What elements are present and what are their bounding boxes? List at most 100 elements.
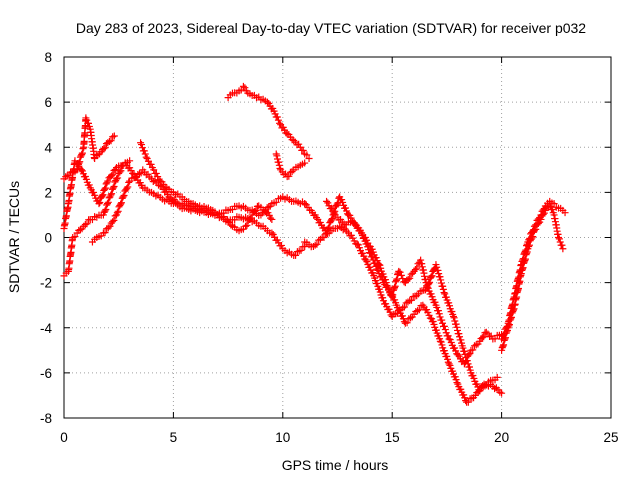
data-point [460, 347, 468, 355]
data-point [275, 158, 283, 166]
data-point [454, 326, 462, 334]
data-point [415, 306, 423, 314]
data-point [125, 178, 133, 186]
data-point [437, 279, 445, 287]
data-point [561, 209, 569, 217]
data-point [507, 313, 515, 321]
data-point [556, 238, 564, 246]
y-tick-label: 8 [44, 50, 52, 65]
series-trace-f [224, 82, 313, 163]
data-point [301, 200, 309, 208]
data-point [301, 159, 309, 167]
data-point [439, 285, 447, 293]
data-point [107, 191, 115, 199]
data-point [529, 233, 537, 241]
data-point [379, 270, 387, 278]
data-point [503, 328, 511, 336]
data-point [479, 382, 487, 390]
data-point [101, 185, 109, 193]
data-point [94, 151, 102, 159]
data-point [445, 302, 453, 310]
data-point [476, 387, 484, 395]
data-point [272, 198, 280, 206]
data-point [299, 146, 307, 154]
data-point [464, 398, 472, 406]
data-point [555, 235, 563, 243]
data-point [273, 155, 281, 163]
data-point [534, 220, 542, 228]
data-point [142, 153, 150, 161]
data-point [275, 161, 283, 169]
data-point [117, 167, 125, 175]
data-point [349, 218, 357, 226]
data-point [375, 285, 383, 293]
data-point [246, 215, 254, 223]
series-trace-e [137, 139, 276, 235]
data-point [498, 389, 506, 397]
data-point [110, 132, 118, 140]
data-point [439, 282, 447, 290]
data-point [96, 199, 104, 207]
data-point [114, 207, 122, 215]
y-tick-label: -4 [40, 321, 52, 336]
data-point [449, 312, 457, 320]
data-point [382, 279, 390, 287]
data-point [396, 268, 404, 276]
data-point [101, 229, 109, 237]
data-point [81, 221, 89, 229]
data-point [445, 360, 453, 368]
data-point [457, 336, 465, 344]
data-point [325, 223, 333, 231]
data-point [430, 320, 438, 328]
data-point [98, 192, 106, 200]
data-point [528, 234, 536, 242]
data-point [451, 317, 459, 325]
data-point [381, 276, 389, 284]
data-point [440, 347, 448, 355]
x-tick-label: 25 [603, 430, 618, 445]
data-point [435, 270, 443, 278]
data-point [156, 177, 164, 185]
data-point [455, 330, 463, 338]
data-point [434, 266, 442, 274]
data-point [413, 264, 421, 272]
data-point [507, 315, 515, 323]
data-point [106, 222, 114, 230]
data-point [104, 224, 112, 232]
data-point [283, 130, 291, 138]
y-tick-label: 2 [44, 185, 52, 200]
data-point [288, 168, 296, 176]
data-point [450, 314, 458, 322]
data-point [104, 198, 112, 206]
data-point [273, 113, 281, 121]
data-point [413, 292, 421, 300]
data-point [103, 179, 111, 187]
data-point [117, 200, 125, 208]
series-trace-b [60, 114, 118, 183]
data-point [251, 207, 259, 215]
data-point [502, 334, 510, 342]
data-point [505, 322, 513, 330]
axis-ticks: 0 5 10 15 20 25 -8 -6 -4 -2 0 2 4 6 8 [40, 50, 619, 445]
data-point [466, 363, 474, 371]
data-point [454, 351, 462, 359]
data-point [134, 170, 142, 178]
data-point [305, 155, 313, 163]
data-point [411, 266, 419, 274]
data-point [71, 233, 79, 241]
data-point [62, 173, 70, 181]
data-point [109, 184, 117, 192]
y-axis-label: SDTVAR / TECUs [6, 181, 22, 293]
data-point [384, 283, 392, 291]
data-point [161, 183, 169, 191]
data-point [493, 373, 501, 381]
data-point [252, 206, 260, 214]
series-trace-c [60, 157, 134, 280]
data-point [470, 342, 478, 350]
data-point [395, 267, 403, 275]
data-point [333, 200, 341, 208]
data-point [427, 273, 435, 281]
data-point [376, 288, 384, 296]
data-point [263, 98, 271, 106]
